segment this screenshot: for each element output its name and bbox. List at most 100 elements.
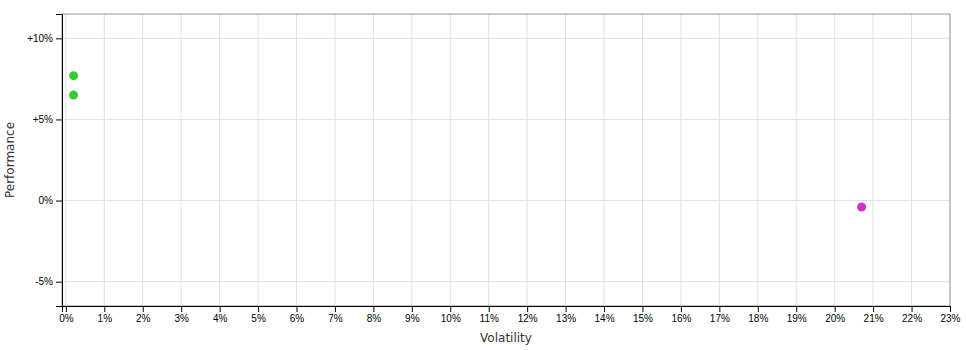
x-tick-mark [758, 306, 759, 312]
x-tick: 5% [251, 306, 266, 324]
x-tick-mark [796, 306, 797, 312]
x-grid-line [834, 14, 835, 306]
x-tick: 3% [174, 306, 189, 324]
x-tick: 9% [405, 306, 420, 324]
point [69, 71, 78, 80]
x-tick: 15% [633, 306, 653, 324]
x-grid-line [373, 14, 374, 306]
x-grid-line [219, 14, 220, 306]
y-tick-mark [56, 201, 62, 202]
grid [62, 14, 950, 306]
plot-frame [62, 14, 950, 306]
x-tick-label: 23% [940, 313, 960, 324]
x-tick-mark [450, 306, 451, 312]
y-tick-label: -5% [35, 276, 53, 287]
plot-area: 0% 1% 2% 3% 4% 5% 6% 7% 8% 9% 10% 11% 12% 13% 14% 15% 16… [27, 14, 960, 324]
x-tick-label: 1% [98, 313, 113, 324]
x-grid-line [796, 14, 797, 306]
x-tick-label: 3% [174, 313, 189, 324]
x-tick-mark [912, 306, 913, 312]
x-tick-mark [143, 306, 144, 312]
x-tick-label: 12% [518, 313, 538, 324]
x-tick: 20% [825, 306, 845, 324]
x-tick-mark [566, 306, 567, 312]
x-grid-line [757, 14, 758, 306]
x-tick-label: 6% [290, 313, 305, 324]
x-tick-mark [835, 306, 836, 312]
y-grid-line [62, 119, 950, 120]
x-tick-mark [104, 306, 105, 312]
x-tick-label: 8% [367, 313, 382, 324]
x-tick-mark [296, 306, 297, 312]
x-tick: 17% [710, 306, 730, 324]
x-tick-label: 5% [251, 313, 266, 324]
x-tick-label: 14% [595, 313, 615, 324]
x-tick-label: 21% [864, 313, 884, 324]
x-tick: 21% [864, 306, 884, 324]
x-tick-mark [719, 306, 720, 312]
x-tick-label: 0% [59, 313, 74, 324]
chart: 0% 1% 2% 3% 4% 5% 6% 7% 8% 9% 10% 11% 12% 13% 14% 15% 16… [0, 0, 966, 350]
y-tick: 0% [39, 195, 62, 206]
y-tick-label: +10% [27, 33, 53, 44]
y-axis: -5% 0% +5% +10% [27, 15, 62, 307]
x-tick: 18% [748, 306, 768, 324]
x-tick-mark [873, 306, 874, 312]
x-tick: 2% [136, 306, 151, 324]
x-tick-label: 2% [136, 313, 151, 324]
x-grid-line [719, 14, 720, 306]
x-tick-mark [412, 306, 413, 312]
x-tick: 22% [902, 306, 922, 324]
x-grid-line [296, 14, 297, 306]
x-axis-title: Volatility [480, 331, 532, 345]
y-tick: +5% [33, 114, 62, 125]
x-tick: 1% [98, 306, 113, 324]
x-tick-label: 13% [556, 313, 576, 324]
x-tick: 0% [59, 306, 74, 324]
x-tick-label: 7% [328, 313, 343, 324]
x-tick: 12% [518, 306, 538, 324]
x-tick-mark [527, 306, 528, 312]
x-tick: 14% [595, 306, 615, 324]
x-tick: 19% [787, 306, 807, 324]
points [69, 71, 866, 211]
x-tick: 16% [671, 306, 691, 324]
x-tick: 11% [480, 306, 499, 324]
x-tick-mark [373, 306, 374, 312]
x-tick-label: 10% [441, 313, 461, 324]
x-tick: 7% [328, 306, 343, 324]
x-tick-mark [335, 306, 336, 312]
x-grid-line [680, 14, 681, 306]
x-tick: 8% [367, 306, 382, 324]
x-grid-line [527, 14, 528, 306]
y-tick-label: +5% [33, 114, 53, 125]
x-tick: 4% [213, 306, 228, 324]
y-tick: +10% [27, 33, 62, 44]
x-axis: 0% 1% 2% 3% 4% 5% 6% 7% 8% 9% 10% 11% 12% 13% 14% 15% 16… [59, 306, 960, 324]
x-tick-mark [950, 306, 951, 312]
x-tick-label: 4% [213, 313, 228, 324]
x-grid-line [642, 14, 643, 306]
x-tick-mark [66, 306, 67, 312]
x-grid-line [488, 14, 489, 306]
point [69, 91, 78, 100]
y-grid-line [62, 200, 950, 201]
x-grid-line [65, 14, 66, 306]
y-axis-title: Performance [3, 122, 17, 198]
x-grid-line [181, 14, 182, 306]
x-tick-mark [181, 306, 182, 312]
x-tick-label: 15% [633, 313, 653, 324]
y-grid-line [62, 38, 950, 39]
point [857, 203, 866, 212]
y-tick-mark [56, 38, 62, 39]
x-tick: 23% [940, 306, 960, 324]
x-grid-line [604, 14, 605, 306]
x-tick-label: 18% [748, 313, 768, 324]
y-grid-line [62, 281, 950, 282]
x-grid-line [334, 14, 335, 306]
y-tick-mark [56, 119, 62, 120]
x-axis-line [63, 307, 951, 313]
y-tick-mark [56, 282, 62, 283]
x-tick-label: 19% [787, 313, 807, 324]
y-tick: -5% [35, 276, 62, 287]
